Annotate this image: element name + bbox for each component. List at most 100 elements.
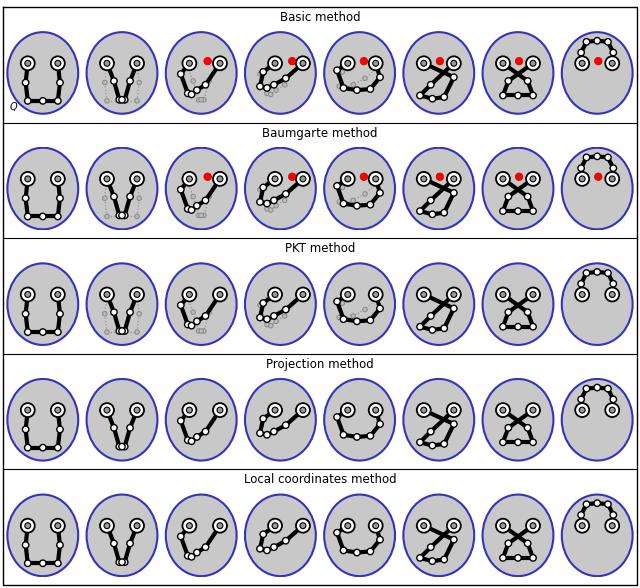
Circle shape bbox=[120, 99, 124, 103]
Circle shape bbox=[177, 417, 184, 424]
Circle shape bbox=[451, 176, 457, 182]
Circle shape bbox=[369, 519, 383, 533]
Circle shape bbox=[268, 56, 282, 70]
Circle shape bbox=[609, 176, 615, 182]
Circle shape bbox=[524, 425, 531, 431]
Circle shape bbox=[372, 292, 379, 298]
Circle shape bbox=[367, 317, 374, 323]
Circle shape bbox=[130, 403, 144, 417]
Circle shape bbox=[271, 428, 277, 435]
Circle shape bbox=[127, 309, 133, 315]
Circle shape bbox=[583, 385, 589, 392]
Circle shape bbox=[428, 428, 434, 435]
Circle shape bbox=[341, 56, 355, 70]
Circle shape bbox=[194, 549, 200, 556]
Circle shape bbox=[526, 172, 540, 186]
Circle shape bbox=[100, 519, 114, 533]
Ellipse shape bbox=[324, 32, 395, 113]
Circle shape bbox=[282, 422, 289, 428]
Circle shape bbox=[24, 98, 31, 104]
Circle shape bbox=[605, 154, 611, 161]
Circle shape bbox=[341, 403, 355, 417]
Circle shape bbox=[367, 86, 374, 92]
Circle shape bbox=[135, 99, 140, 103]
Circle shape bbox=[57, 426, 63, 433]
Circle shape bbox=[116, 328, 122, 334]
Circle shape bbox=[194, 87, 200, 93]
Circle shape bbox=[289, 173, 296, 181]
Circle shape bbox=[447, 403, 461, 417]
Circle shape bbox=[213, 288, 227, 302]
Ellipse shape bbox=[245, 32, 316, 113]
Circle shape bbox=[184, 90, 191, 96]
Circle shape bbox=[257, 83, 263, 89]
Circle shape bbox=[337, 200, 342, 204]
Circle shape bbox=[594, 500, 600, 506]
Circle shape bbox=[428, 544, 434, 550]
Circle shape bbox=[300, 523, 306, 529]
Ellipse shape bbox=[483, 379, 554, 460]
Circle shape bbox=[184, 321, 191, 328]
Circle shape bbox=[610, 512, 616, 518]
Circle shape bbox=[367, 548, 374, 554]
Circle shape bbox=[417, 403, 431, 417]
Circle shape bbox=[354, 318, 360, 325]
Ellipse shape bbox=[562, 495, 632, 576]
Circle shape bbox=[272, 292, 278, 298]
Circle shape bbox=[134, 523, 140, 529]
Circle shape bbox=[575, 56, 589, 70]
Ellipse shape bbox=[562, 148, 632, 229]
Circle shape bbox=[116, 559, 122, 566]
Circle shape bbox=[594, 153, 600, 159]
Circle shape bbox=[202, 213, 206, 218]
Circle shape bbox=[116, 212, 122, 219]
Circle shape bbox=[451, 523, 457, 529]
Circle shape bbox=[119, 96, 125, 103]
Circle shape bbox=[257, 315, 263, 321]
Circle shape bbox=[530, 523, 536, 529]
Ellipse shape bbox=[403, 263, 474, 345]
Circle shape bbox=[130, 519, 144, 533]
Circle shape bbox=[526, 288, 540, 302]
Ellipse shape bbox=[86, 148, 157, 229]
Circle shape bbox=[417, 554, 423, 561]
Circle shape bbox=[104, 407, 110, 413]
Circle shape bbox=[217, 61, 223, 66]
Circle shape bbox=[363, 192, 367, 196]
Circle shape bbox=[137, 196, 141, 201]
Circle shape bbox=[289, 58, 296, 65]
Circle shape bbox=[417, 519, 431, 533]
Circle shape bbox=[57, 195, 63, 202]
Circle shape bbox=[258, 188, 262, 192]
Circle shape bbox=[264, 547, 270, 553]
Circle shape bbox=[334, 298, 340, 305]
Circle shape bbox=[377, 189, 383, 196]
Circle shape bbox=[24, 329, 31, 335]
Circle shape bbox=[421, 61, 427, 66]
Circle shape bbox=[25, 523, 31, 529]
Circle shape bbox=[578, 396, 584, 403]
Circle shape bbox=[441, 94, 447, 101]
Circle shape bbox=[213, 56, 227, 70]
Circle shape bbox=[282, 314, 287, 318]
Circle shape bbox=[436, 58, 444, 65]
Circle shape bbox=[605, 288, 620, 302]
Circle shape bbox=[134, 176, 140, 182]
Circle shape bbox=[202, 98, 206, 102]
Circle shape bbox=[268, 172, 282, 186]
Circle shape bbox=[583, 39, 589, 45]
Circle shape bbox=[111, 309, 117, 315]
Circle shape bbox=[188, 322, 195, 329]
Circle shape bbox=[268, 403, 282, 417]
Circle shape bbox=[130, 172, 144, 186]
Circle shape bbox=[177, 302, 184, 309]
Circle shape bbox=[116, 96, 122, 103]
Circle shape bbox=[451, 61, 457, 66]
Circle shape bbox=[363, 308, 367, 312]
Circle shape bbox=[217, 523, 223, 529]
Circle shape bbox=[202, 329, 206, 333]
Circle shape bbox=[130, 288, 144, 302]
Circle shape bbox=[194, 318, 200, 325]
Circle shape bbox=[526, 519, 540, 533]
Circle shape bbox=[421, 523, 427, 529]
